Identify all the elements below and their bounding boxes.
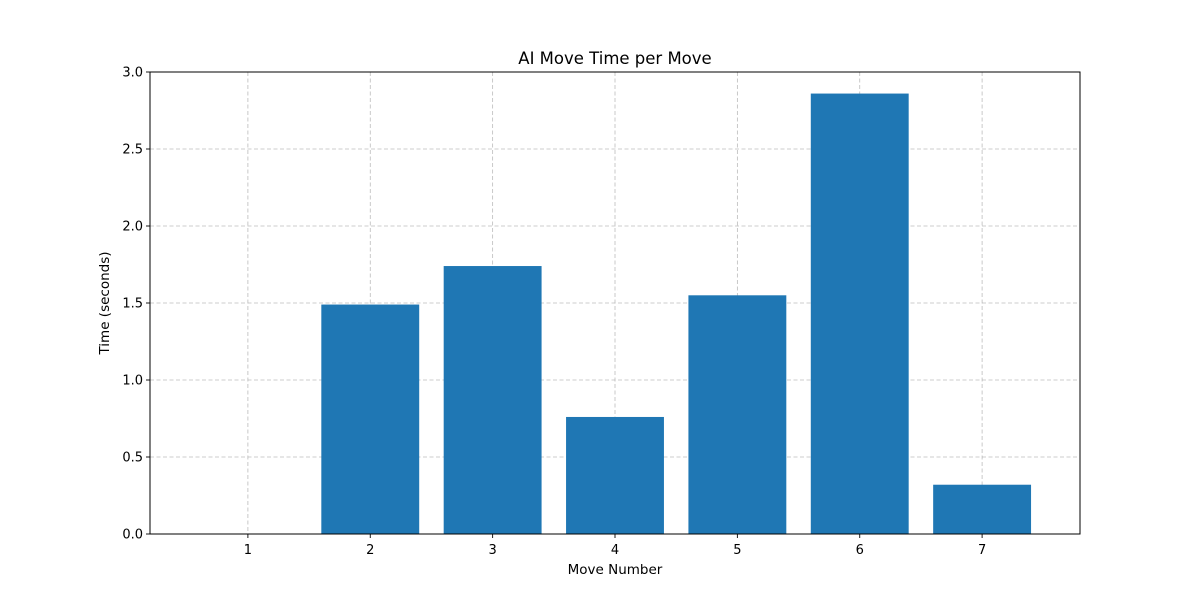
x-tick-label: 7 xyxy=(978,543,986,558)
bar-move-2 xyxy=(321,304,420,534)
x-tick-label: 2 xyxy=(366,543,374,558)
x-tick-label: 5 xyxy=(733,543,741,558)
x-tick-label: 6 xyxy=(856,543,864,558)
x-tick-label: 3 xyxy=(488,543,496,558)
bar-move-5 xyxy=(688,295,787,534)
x-tick-label: 1 xyxy=(244,543,252,558)
y-tick-label: 2.5 xyxy=(122,143,143,158)
chart-title: AI Move Time per Move xyxy=(518,49,711,68)
y-tick-label: 1.0 xyxy=(122,374,143,389)
y-axis-title: Time (seconds) xyxy=(97,251,113,355)
y-tick-label: 1.5 xyxy=(122,297,143,312)
y-tick-label: 0.5 xyxy=(122,451,143,466)
bar-move-3 xyxy=(443,266,542,534)
x-tick-label: 4 xyxy=(611,543,619,558)
bar-move-7 xyxy=(933,484,1032,534)
axis-ticks: 0.0 0.5 1.0 1.5 2.0 2.5 3.0 1 2 3 4 5 6 7 xyxy=(122,66,986,559)
y-tick-label: 0.0 xyxy=(122,528,143,543)
bar-move-6 xyxy=(810,93,909,534)
y-tick-label: 2.0 xyxy=(122,220,143,235)
y-tick-label: 3.0 xyxy=(122,66,143,81)
bar-move-4 xyxy=(566,416,664,534)
x-axis-title: Move Number xyxy=(568,562,663,578)
bars xyxy=(321,93,1032,534)
